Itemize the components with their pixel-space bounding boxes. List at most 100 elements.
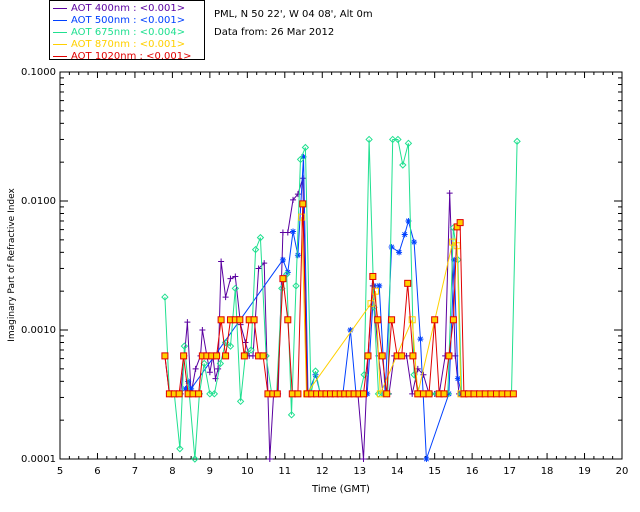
data-point-675nm bbox=[256, 233, 265, 242]
legend-entry-870nm[interactable]: AOT 870nm : <0.001> bbox=[53, 39, 185, 51]
data-point-500nm bbox=[188, 385, 195, 392]
data-point-400nm bbox=[290, 196, 297, 203]
data-point-675nm bbox=[236, 397, 245, 406]
data-point-870nm bbox=[298, 213, 306, 221]
data-point-400nm bbox=[284, 229, 291, 236]
y-tick-label: 0.0100 bbox=[21, 196, 56, 207]
x-tick-label: 8 bbox=[169, 466, 175, 477]
data-point-400nm bbox=[215, 365, 222, 372]
data-point-500nm bbox=[364, 390, 371, 397]
data-point-675nm bbox=[394, 135, 402, 144]
data-point-1020nm bbox=[445, 352, 453, 360]
legend-label-1020nm: AOT 1020nm : <0.001> bbox=[71, 51, 192, 62]
data-point-400nm bbox=[232, 273, 239, 280]
legend-swatch-400nm bbox=[53, 7, 67, 9]
y-tick-label: 0.0010 bbox=[21, 325, 56, 336]
data-point-1020nm bbox=[236, 316, 244, 324]
data-point-1020nm bbox=[456, 219, 464, 227]
data-point-1020nm bbox=[359, 390, 367, 398]
series-layer bbox=[161, 135, 521, 463]
data-point-1020nm bbox=[175, 390, 183, 398]
data-point-1020nm bbox=[409, 352, 417, 360]
data-point-1020nm bbox=[284, 316, 292, 324]
data-point-400nm bbox=[227, 275, 234, 282]
data-point-1020nm bbox=[195, 390, 203, 398]
y-tick-label: 0.0001 bbox=[21, 454, 56, 465]
data-point-500nm bbox=[279, 256, 286, 263]
data-point-1020nm bbox=[369, 272, 377, 280]
data-point-500nm bbox=[388, 243, 395, 250]
data-point-1020nm bbox=[388, 316, 396, 324]
legend-entry-500nm[interactable]: AOT 500nm : <0.001> bbox=[53, 15, 185, 27]
x-tick-label: 6 bbox=[94, 466, 100, 477]
data-point-675nm bbox=[200, 359, 208, 368]
data-point-1020nm bbox=[378, 352, 386, 360]
data-point-870nm bbox=[408, 316, 416, 324]
legend-swatch-675nm bbox=[53, 31, 67, 33]
data-point-675nm bbox=[251, 245, 260, 254]
data-point-675nm bbox=[231, 284, 240, 293]
data-point-1020nm bbox=[222, 352, 230, 360]
data-point-1020nm bbox=[398, 352, 406, 360]
data-point-1020nm bbox=[213, 352, 221, 360]
legend-entry-675nm[interactable]: AOT 675nm : <0.004> bbox=[53, 27, 185, 39]
data-point-1020nm bbox=[294, 390, 302, 398]
x-tick-label: 7 bbox=[132, 466, 138, 477]
data-point-1020nm bbox=[492, 390, 500, 398]
data-point-500nm bbox=[290, 228, 297, 235]
x-axis-label: Time (GMT) bbox=[311, 484, 370, 495]
data-point-675nm bbox=[311, 367, 320, 375]
data-point-1020nm bbox=[250, 316, 258, 324]
series-675nm bbox=[161, 135, 521, 463]
data-point-500nm bbox=[451, 256, 458, 263]
data-point-1020nm bbox=[161, 352, 169, 360]
y-axis-label: Imaginary Part of Refractive Index bbox=[7, 187, 17, 341]
legend-entry-1020nm[interactable]: AOT 1020nm : <0.001> bbox=[53, 51, 191, 63]
data-point-1020nm bbox=[180, 352, 188, 360]
data-point-400nm bbox=[409, 390, 416, 397]
data-point-1020nm bbox=[404, 279, 412, 287]
data-point-1020nm bbox=[498, 390, 506, 398]
site-location: PML, N 50 22', W 04 08', Alt 0m bbox=[214, 9, 373, 20]
legend-label-675nm: AOT 675nm : <0.004> bbox=[71, 27, 186, 38]
data-point-400nm bbox=[249, 352, 256, 359]
data-point-1020nm bbox=[383, 390, 391, 398]
data-point-500nm bbox=[376, 282, 383, 289]
axes: 5 6 7 8 9 10 11 12 13 14 15 16 17 18 19 20 0.0001 0.0010 0… bbox=[21, 67, 628, 477]
data-point-675nm bbox=[191, 455, 199, 463]
x-tick-label: 17 bbox=[503, 466, 516, 477]
data-point-675nm bbox=[287, 411, 296, 419]
data-point-675nm bbox=[210, 390, 219, 398]
data-point-1020nm bbox=[414, 390, 422, 398]
x-tick-label: 13 bbox=[353, 466, 366, 477]
data-date: Data from: 26 Mar 2012 bbox=[214, 27, 335, 38]
x-tick-label: 14 bbox=[391, 466, 404, 477]
data-point-400nm bbox=[360, 456, 367, 462]
data-point-1020nm bbox=[364, 352, 372, 360]
series-line-675nm bbox=[164, 139, 518, 460]
data-point-500nm bbox=[347, 327, 354, 333]
data-point-500nm bbox=[294, 252, 301, 259]
data-point-675nm bbox=[513, 137, 521, 146]
series-870nm bbox=[298, 213, 465, 398]
data-point-675nm bbox=[216, 359, 225, 368]
data-point-1020nm bbox=[464, 390, 472, 398]
series-line-500nm bbox=[185, 156, 463, 460]
data-point-675nm bbox=[388, 135, 397, 144]
data-point-500nm bbox=[417, 336, 424, 343]
data-point-400nm bbox=[184, 319, 191, 326]
data-point-675nm bbox=[226, 342, 235, 350]
data-point-500nm bbox=[411, 239, 418, 246]
data-point-400nm bbox=[266, 456, 273, 462]
x-tick-label: 10 bbox=[241, 466, 254, 477]
data-point-400nm bbox=[294, 191, 301, 198]
x-tick-label: 19 bbox=[578, 466, 591, 477]
data-point-1020nm bbox=[374, 316, 382, 324]
data-point-1020nm bbox=[273, 390, 281, 398]
legend-entry-400nm[interactable]: AOT 400nm : <0.001> bbox=[53, 3, 185, 15]
data-point-500nm bbox=[182, 385, 189, 392]
data-point-400nm bbox=[218, 258, 225, 265]
data-point-1020nm bbox=[449, 316, 457, 324]
data-point-1020nm bbox=[440, 390, 448, 398]
